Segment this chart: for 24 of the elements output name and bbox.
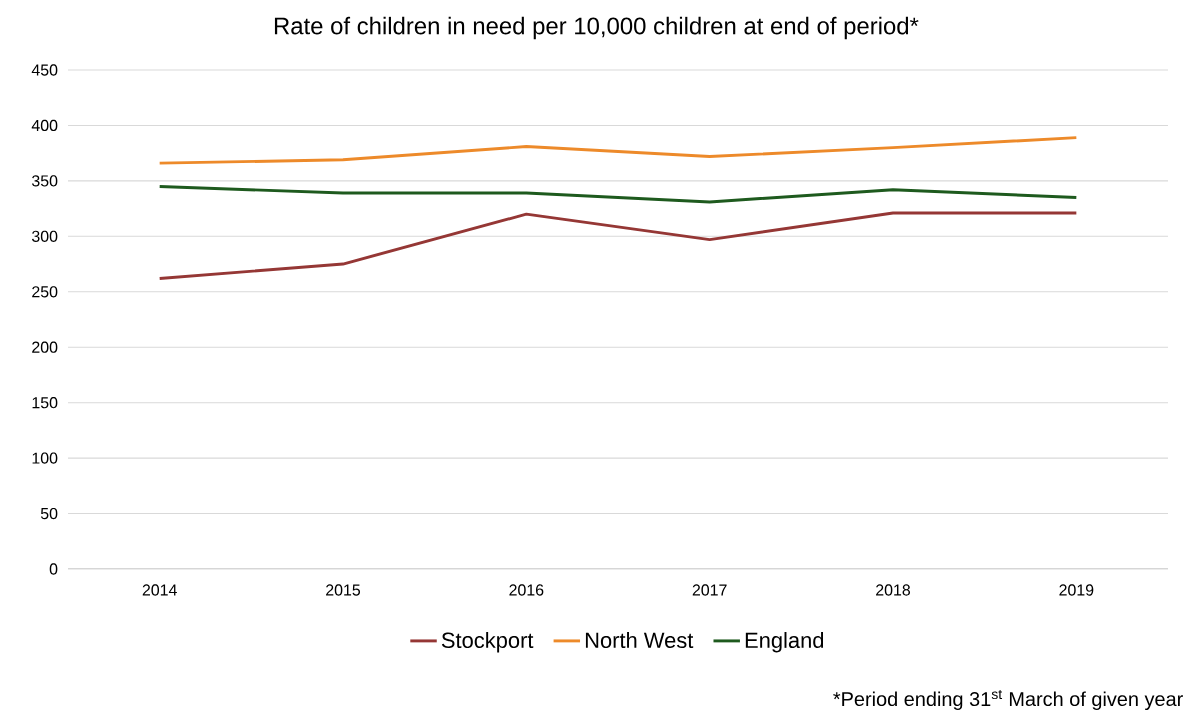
y-tick-label: 150: [32, 397, 58, 409]
x-tick-label: 2015: [326, 584, 361, 596]
x-tick-label: 2018: [876, 584, 911, 596]
line-series: [158, 184, 1078, 204]
line-series: [158, 136, 1078, 165]
x-tick-label: 2014: [142, 584, 177, 596]
y-tick-label: 400: [31, 119, 58, 132]
y-tick-label: 450: [31, 64, 58, 76]
y-tick-label: 50: [40, 507, 58, 520]
legend-label: North West: [585, 631, 694, 649]
y-tick-label: 0: [49, 563, 58, 575]
y-tick-label: 100: [32, 452, 58, 464]
line-series: [158, 211, 1078, 280]
y-tick-label: 300: [31, 230, 58, 242]
y-tick-label: 250: [32, 286, 58, 298]
x-tick-label: 2017: [692, 584, 727, 596]
y-tick-label: 200: [32, 341, 58, 353]
y-tick-label: 350: [31, 175, 58, 187]
legend-label: Stockport: [441, 631, 534, 653]
chart-title: Rate of children in need per 10,000 children at end of period*: [274, 16, 919, 40]
legend-label: England: [745, 631, 824, 653]
text: *Period ending 31$^{st}$ March of given year: [833, 689, 1183, 711]
x-tick-label: 2016: [509, 584, 544, 596]
x-tick-label: 2019: [1059, 584, 1094, 596]
